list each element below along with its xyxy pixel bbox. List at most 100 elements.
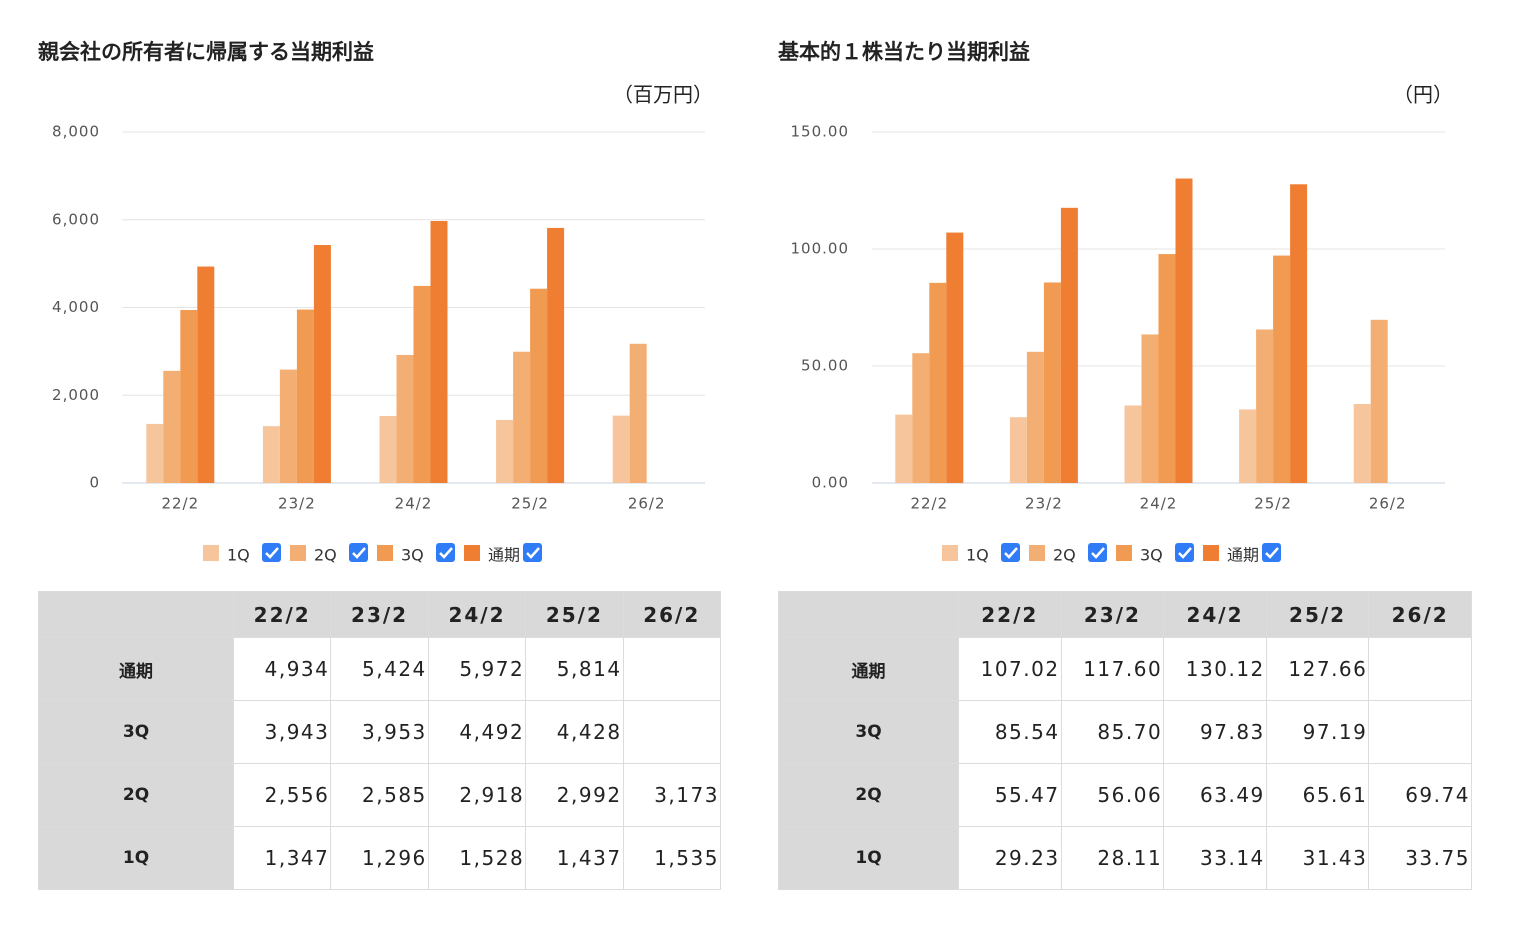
x-tick-label: 22/2 [161,495,199,513]
legend-checkbox[interactable] [1001,543,1020,562]
row-label: 3Q [38,700,234,764]
row-label: 1Q [38,826,234,890]
header-row: 22/2 23/2 24/2 25/2 26/2 [778,591,1472,638]
table-cell: 127.66 [1265,637,1370,701]
table-cell: 4,428 [525,700,624,764]
bar [1175,178,1193,483]
legend-swatch [377,545,393,561]
table-row: 2Q 55.47 56.06 63.49 65.61 69.74 [778,763,1472,827]
data-table: 22/2 23/2 24/2 25/2 26/2 通期 107.02 117.60 130.12… [778,591,1472,890]
table-cell: 1,296 [330,826,429,890]
table-cell: 107.02 [958,637,1062,701]
table-cell: 2,585 [330,763,429,827]
checkbox-check[interactable] [265,547,279,559]
checkbox-check[interactable] [439,547,453,559]
row-label: 通期 [778,637,959,701]
legend-label: 3Q [401,546,424,565]
legend-checkbox[interactable] [436,543,455,562]
checkbox-box[interactable] [262,543,281,562]
table-cell: 55.47 [958,763,1062,827]
table-cell: 1,437 [525,826,624,890]
bar [296,309,314,483]
legend-swatch [1116,545,1132,561]
bar [279,369,297,483]
table-cell: 2,918 [427,763,527,827]
y-tick-label: 6,000 [52,210,100,228]
bar [379,415,397,483]
table-cell: 3,943 [232,700,332,764]
checkbox-check[interactable] [1265,547,1279,559]
y-tick-label: 100.00 [791,240,850,258]
checkbox-box[interactable] [1262,543,1281,562]
legend-checkbox[interactable] [1175,543,1194,562]
column-header: 25/2 [525,591,624,638]
chart-title: 親会社の所有者に帰属する当期利益 [38,40,374,64]
table-cell: 29.23 [958,826,1062,890]
table-cell [622,700,721,764]
bar [1239,409,1257,483]
bar [1009,417,1027,483]
table-cell: 1,528 [427,826,527,890]
x-tick-label: 26/2 [628,495,666,513]
checkbox-check[interactable] [526,547,540,559]
column-header: 24/2 [427,591,527,638]
checkbox-box[interactable] [1088,543,1107,562]
legend-label: 3Q [1140,546,1163,565]
data-table: 22/2 23/2 24/2 25/2 26/2 通期 4,934 5,424 5,972 5,8… [38,591,721,890]
table-cell: 85.54 [958,700,1062,764]
checkbox-check[interactable] [352,547,366,559]
legend-label: 通期 [488,546,520,565]
legend-label: 1Q [966,546,989,565]
table-cell: 3,953 [330,700,429,764]
legend-checkbox[interactable] [1262,543,1281,562]
checkbox-box[interactable] [349,543,368,562]
x-tick-label: 25/2 [1254,495,1292,513]
column-header: 23/2 [330,591,429,638]
checkbox-check[interactable] [1004,547,1018,559]
bar [413,285,431,483]
legend-label: 通期 [1227,546,1259,565]
checkbox-box[interactable] [1001,543,1020,562]
table-cell: 1,347 [232,826,332,890]
bar [496,419,514,483]
y-tick-label: 150.00 [791,123,850,141]
bar [547,227,565,483]
table-cell: 69.74 [1368,763,1472,827]
x-tick-label: 22/2 [910,495,948,513]
table-row: 3Q 3,943 3,953 4,492 4,428 [38,700,721,764]
bar [1256,329,1274,483]
bar [146,423,164,483]
checkbox-check[interactable] [1091,547,1105,559]
bar [313,245,331,483]
legend-checkbox[interactable] [349,543,368,562]
checkbox-box[interactable] [436,543,455,562]
checkbox-box[interactable] [1175,543,1194,562]
table-cell: 5,972 [427,637,527,701]
unit-label: （円） [1393,83,1453,107]
legend-swatch [203,545,219,561]
table-cell: 130.12 [1163,637,1267,701]
checkbox-box[interactable] [523,543,542,562]
table-row: 通期 4,934 5,424 5,972 5,814 [38,637,721,701]
checkbox-check[interactable] [1178,547,1192,559]
bar [929,282,947,483]
column-header: 22/2 [232,591,332,638]
bar [1370,319,1388,483]
x-tick-label: 24/2 [1140,495,1178,513]
table-row: 通期 107.02 117.60 130.12 127.66 [778,637,1472,701]
table-cell: 5,424 [330,637,429,701]
table-row: 1Q 1,347 1,296 1,528 1,437 1,535 [38,826,721,890]
row-label: 2Q [778,763,959,827]
legend-checkbox[interactable] [262,543,281,562]
bar [530,288,548,483]
bar [1158,254,1176,483]
legend-checkbox[interactable] [523,543,542,562]
bar [1353,404,1371,483]
legend-checkbox[interactable] [1088,543,1107,562]
table-cell: 85.70 [1060,700,1165,764]
bar [1273,255,1291,483]
legend-label: 2Q [314,546,337,565]
table-cell: 2,556 [232,763,332,827]
table-row: 3Q 85.54 85.70 97.83 97.19 [778,700,1472,764]
